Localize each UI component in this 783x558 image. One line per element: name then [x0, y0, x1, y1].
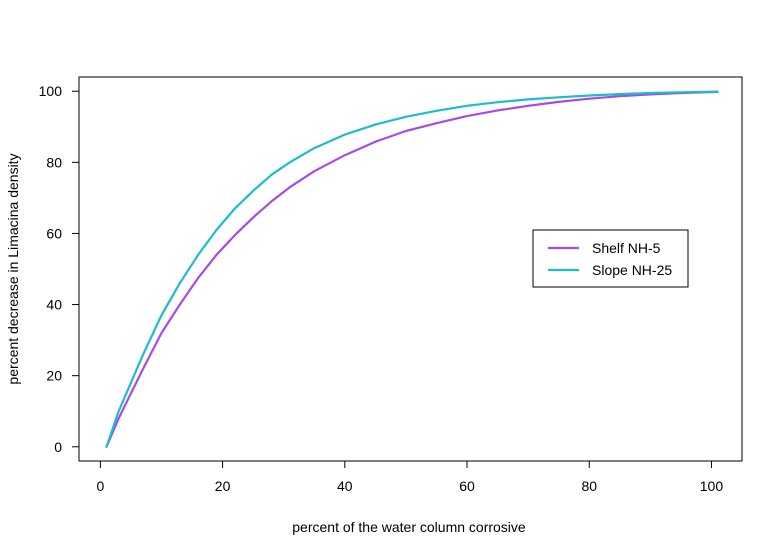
- x-tick-label: 40: [337, 478, 353, 494]
- x-tick-label: 60: [459, 478, 475, 494]
- x-tick-label: 0: [96, 478, 104, 494]
- x-tick-label: 80: [581, 478, 597, 494]
- y-tick-label: 0: [54, 439, 62, 455]
- y-tick-label: 80: [46, 154, 62, 170]
- y-axis-label: percent decrease in Limacina density: [5, 153, 21, 384]
- legend: Shelf NH-5 Slope NH-25: [532, 229, 689, 288]
- x-axis-label: percent of the water column corrosive: [292, 519, 526, 535]
- y-tick-label: 60: [46, 225, 62, 241]
- x-tick-label: 20: [215, 478, 231, 494]
- y-tick-label: 40: [46, 297, 62, 313]
- y-tick-label: 20: [46, 368, 62, 384]
- legend-label: Slope NH-25: [592, 262, 672, 278]
- y-tick-label: 100: [39, 83, 63, 99]
- x-tick-label: 100: [700, 478, 724, 494]
- series-line-1: [105, 90, 719, 448]
- series-line-2: [105, 90, 719, 448]
- legend-box: [532, 229, 689, 288]
- legend-label: Shelf NH-5: [592, 240, 661, 256]
